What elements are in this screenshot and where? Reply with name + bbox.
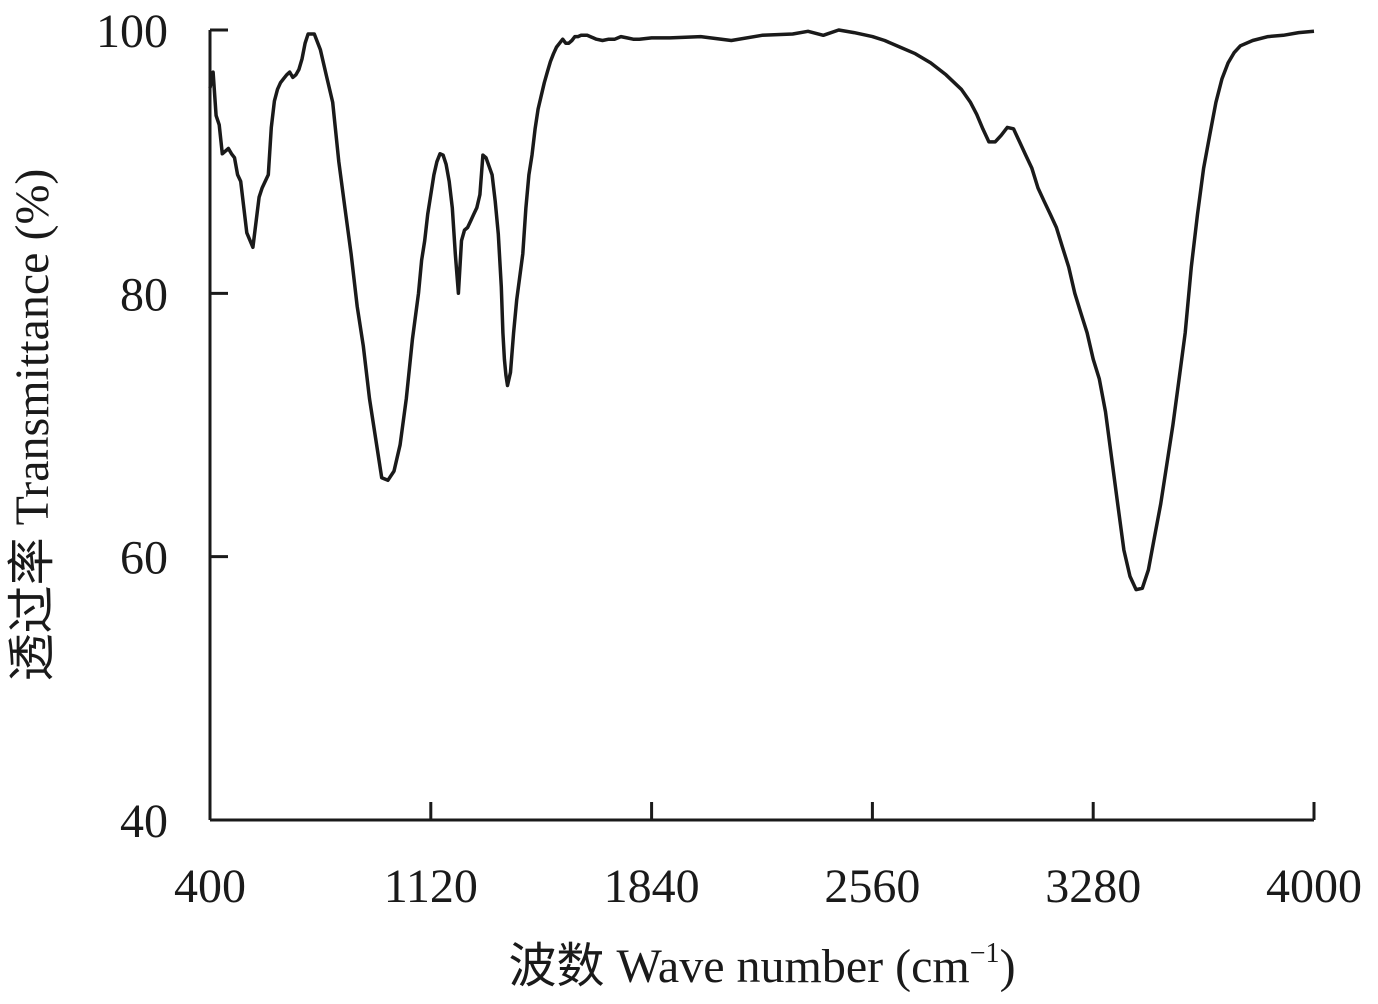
y-axis-title: 透过率 Transmittance (%) [6,169,59,682]
x-tick-label: 1120 [384,860,478,913]
transmittance-series-line [208,28,1315,592]
x-tick-label: 3280 [1045,860,1141,913]
y-tick-label: 100 [96,5,168,58]
y-tick-label: 60 [120,532,168,585]
x-tick-label: 2560 [824,860,920,913]
x-axis-title-close: ) [1000,940,1016,993]
x-axis-title: 波数 Wave number (cm−1) [508,938,1015,993]
x-tick-label: 400 [174,860,246,913]
x-tick-label: 4000 [1266,860,1362,913]
y-tick-label: 40 [120,795,168,848]
x-axis-title-superscript: −1 [970,938,1000,969]
tick-labels: 400 1120 1840 2560 3280 4000 40 60 80 100 [96,5,1362,913]
ticks [210,28,1316,820]
x-axis-title-main: 波数 Wave number (cm [508,940,969,993]
x-tick-label: 1840 [604,860,700,913]
y-tick-label: 80 [120,268,168,321]
axes [208,30,1314,822]
